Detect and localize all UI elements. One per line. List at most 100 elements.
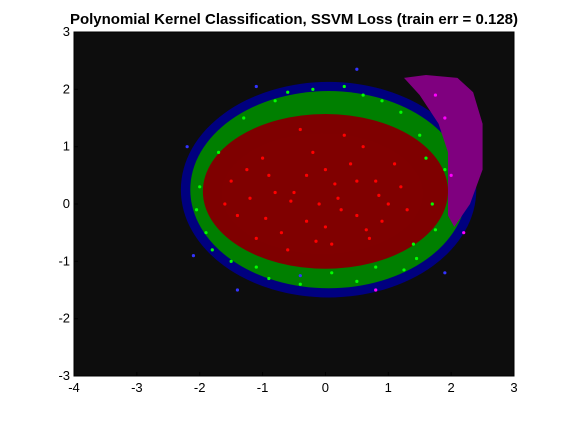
y-tick-label: 1 <box>63 139 70 154</box>
x-axis-ticks: -4 -3 -2 -1 0 1 2 3 <box>68 372 518 395</box>
data-point-0-34 <box>333 182 337 186</box>
data-point-1-12 <box>273 99 277 103</box>
x-tick-label: -3 <box>131 380 143 395</box>
x-tick-label: -4 <box>68 380 80 395</box>
data-point-2-4 <box>298 274 302 278</box>
data-point-1-21 <box>380 99 384 103</box>
data-point-0-20 <box>298 127 302 132</box>
data-point-0-3 <box>304 219 309 223</box>
region-magenta <box>404 75 483 227</box>
x-tick-label: 3 <box>510 380 517 395</box>
x-tick-label: 1 <box>385 380 392 395</box>
data-point-3-2 <box>462 231 466 235</box>
data-point-0-10 <box>235 213 240 218</box>
x-tick-label: -2 <box>194 380 206 395</box>
data-point-0-2 <box>292 190 296 195</box>
data-point-1-18 <box>418 133 422 137</box>
y-tick-label: 0 <box>63 196 70 211</box>
data-point-2-2 <box>235 288 240 292</box>
data-point-0-9 <box>279 231 284 235</box>
data-point-1-15 <box>443 168 447 172</box>
data-point-1-11 <box>311 87 315 91</box>
region-red-inner <box>221 133 423 254</box>
chart-title: Polynomial Kernel Classification, SSVM L… <box>70 11 518 28</box>
data-point-1-23 <box>342 84 346 89</box>
data-point-0-27 <box>254 236 258 240</box>
y-tick-label: -2 <box>58 311 70 326</box>
data-point-0-33 <box>245 168 249 172</box>
data-point-0-29 <box>304 173 309 177</box>
data-point-0-15 <box>286 248 290 252</box>
data-point-2-1 <box>191 254 196 258</box>
data-point-1-5 <box>374 265 378 269</box>
data-point-0-19 <box>342 133 346 137</box>
data-point-2-3 <box>355 67 359 71</box>
data-point-1-25 <box>414 256 419 261</box>
data-point-1-2 <box>229 259 233 263</box>
data-point-0-38 <box>405 208 409 212</box>
x-tick-label: -1 <box>257 380 269 395</box>
data-point-1-22 <box>210 248 214 252</box>
data-point-0-4 <box>323 168 328 172</box>
data-point-0-12 <box>348 162 353 166</box>
data-point-1-19 <box>254 265 258 269</box>
data-point-2-6 <box>254 84 258 89</box>
data-point-1-16 <box>298 282 302 286</box>
data-point-0-8 <box>386 202 390 206</box>
data-point-0-35 <box>314 239 318 243</box>
data-point-0-5 <box>336 196 340 200</box>
x-tick-label: 0 <box>322 380 329 395</box>
data-point-0-39 <box>223 202 227 206</box>
data-point-1-1 <box>204 231 208 235</box>
data-point-0-28 <box>392 162 397 166</box>
y-axis-ticks: -3 -2 -1 0 1 2 3 <box>58 24 78 383</box>
decision-regions <box>180 75 483 298</box>
data-point-1-0 <box>216 150 221 154</box>
data-point-1-20 <box>433 228 438 232</box>
data-point-1-27 <box>402 268 406 272</box>
data-point-0-21 <box>361 145 365 149</box>
data-point-0-14 <box>260 156 265 160</box>
data-point-0-23 <box>317 202 321 206</box>
data-point-1-8 <box>424 156 428 160</box>
data-point-1-7 <box>430 202 434 206</box>
data-point-1-3 <box>267 276 271 281</box>
data-point-2-0 <box>185 145 189 149</box>
data-point-1-14 <box>198 185 202 189</box>
data-point-0-18 <box>229 179 233 183</box>
data-point-1-4 <box>330 271 334 275</box>
data-point-1-9 <box>399 110 403 114</box>
data-point-1-17 <box>355 279 359 283</box>
y-tick-label: -1 <box>58 253 70 268</box>
data-point-1-10 <box>361 93 365 97</box>
data-point-0-36 <box>364 228 368 232</box>
data-point-0-17 <box>399 185 403 189</box>
data-point-0-7 <box>374 179 378 183</box>
data-point-0-30 <box>339 208 343 212</box>
data-point-0-24 <box>273 190 277 195</box>
data-point-0-0 <box>248 196 252 200</box>
x-tick-label: 2 <box>448 380 455 395</box>
data-point-1-24 <box>286 90 290 94</box>
data-point-0-13 <box>367 236 372 240</box>
data-point-3-3 <box>374 288 378 292</box>
data-point-0-32 <box>377 193 381 197</box>
data-point-0-11 <box>311 150 315 154</box>
data-point-0-16 <box>330 242 334 246</box>
data-point-0-6 <box>355 213 359 218</box>
y-tick-label: 3 <box>63 24 70 39</box>
data-point-0-22 <box>380 219 384 223</box>
data-point-0-31 <box>289 199 293 203</box>
data-point-0-37 <box>264 216 268 220</box>
data-points <box>185 67 466 292</box>
data-point-0-26 <box>355 179 359 183</box>
data-point-0-1 <box>267 173 271 177</box>
data-point-3-4 <box>433 93 438 97</box>
data-point-3-0 <box>449 173 453 177</box>
data-point-1-26 <box>194 208 199 212</box>
data-point-2-5 <box>443 271 447 275</box>
data-point-1-13 <box>242 116 246 120</box>
y-tick-label: 2 <box>63 81 70 96</box>
data-point-0-25 <box>323 225 328 229</box>
